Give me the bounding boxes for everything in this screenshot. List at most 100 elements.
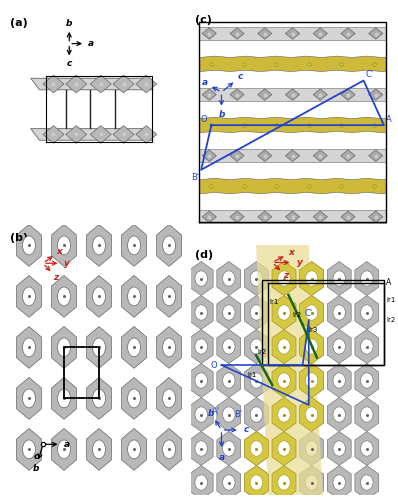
Circle shape bbox=[250, 475, 263, 490]
Polygon shape bbox=[189, 330, 213, 364]
Polygon shape bbox=[122, 224, 146, 266]
Polygon shape bbox=[244, 432, 268, 466]
Circle shape bbox=[23, 236, 35, 255]
Circle shape bbox=[250, 373, 263, 388]
Circle shape bbox=[305, 339, 318, 354]
Text: Ir2: Ir2 bbox=[386, 317, 395, 323]
Polygon shape bbox=[31, 128, 153, 140]
Polygon shape bbox=[369, 28, 383, 40]
Polygon shape bbox=[87, 276, 111, 318]
Polygon shape bbox=[300, 296, 324, 330]
Polygon shape bbox=[272, 466, 296, 500]
Polygon shape bbox=[355, 364, 379, 398]
Polygon shape bbox=[87, 428, 111, 470]
Circle shape bbox=[250, 271, 263, 286]
Circle shape bbox=[195, 407, 207, 422]
Polygon shape bbox=[122, 326, 146, 368]
Circle shape bbox=[305, 305, 318, 320]
Text: Ir1: Ir1 bbox=[386, 297, 395, 303]
Text: Ir1: Ir1 bbox=[269, 300, 279, 306]
Circle shape bbox=[163, 389, 176, 408]
Circle shape bbox=[195, 475, 207, 490]
Polygon shape bbox=[136, 75, 157, 93]
Circle shape bbox=[278, 441, 290, 456]
Polygon shape bbox=[244, 466, 268, 500]
Polygon shape bbox=[157, 378, 181, 420]
Polygon shape bbox=[189, 398, 213, 432]
Circle shape bbox=[195, 339, 207, 354]
Text: (b): (b) bbox=[10, 232, 28, 242]
Circle shape bbox=[333, 339, 345, 354]
Circle shape bbox=[195, 373, 207, 388]
Circle shape bbox=[250, 441, 263, 456]
Polygon shape bbox=[341, 211, 355, 222]
Circle shape bbox=[222, 271, 235, 286]
Polygon shape bbox=[217, 466, 241, 500]
Circle shape bbox=[278, 475, 290, 490]
Polygon shape bbox=[52, 276, 76, 318]
Circle shape bbox=[250, 339, 263, 354]
Text: y: y bbox=[297, 258, 302, 267]
Circle shape bbox=[278, 271, 290, 286]
Text: c: c bbox=[66, 59, 72, 68]
Polygon shape bbox=[66, 75, 87, 93]
Circle shape bbox=[278, 441, 290, 456]
Text: b: b bbox=[33, 464, 39, 473]
Circle shape bbox=[23, 287, 35, 306]
Polygon shape bbox=[157, 326, 181, 368]
Polygon shape bbox=[244, 398, 268, 432]
Polygon shape bbox=[313, 28, 328, 40]
Polygon shape bbox=[313, 89, 328, 101]
Text: z: z bbox=[283, 272, 289, 280]
Circle shape bbox=[305, 373, 318, 388]
Polygon shape bbox=[272, 262, 296, 296]
Polygon shape bbox=[272, 296, 296, 330]
Circle shape bbox=[361, 407, 373, 422]
Circle shape bbox=[250, 407, 263, 422]
Circle shape bbox=[361, 305, 373, 320]
Polygon shape bbox=[285, 211, 300, 222]
Circle shape bbox=[58, 338, 70, 357]
Polygon shape bbox=[189, 364, 213, 398]
Polygon shape bbox=[258, 211, 272, 222]
Polygon shape bbox=[300, 330, 324, 364]
Polygon shape bbox=[136, 126, 157, 143]
Circle shape bbox=[23, 440, 35, 459]
Polygon shape bbox=[300, 398, 324, 432]
Circle shape bbox=[305, 271, 318, 286]
Polygon shape bbox=[327, 296, 351, 330]
Polygon shape bbox=[285, 150, 300, 162]
Text: a: a bbox=[64, 440, 70, 449]
Polygon shape bbox=[327, 432, 351, 466]
Polygon shape bbox=[66, 126, 87, 143]
Polygon shape bbox=[285, 89, 300, 101]
Polygon shape bbox=[217, 364, 241, 398]
Polygon shape bbox=[189, 432, 213, 466]
Circle shape bbox=[278, 407, 290, 422]
Polygon shape bbox=[300, 296, 324, 330]
Polygon shape bbox=[272, 330, 296, 364]
Polygon shape bbox=[300, 466, 324, 500]
Polygon shape bbox=[369, 150, 383, 162]
Polygon shape bbox=[244, 296, 268, 330]
Polygon shape bbox=[355, 262, 379, 296]
Circle shape bbox=[58, 236, 70, 255]
Polygon shape bbox=[217, 398, 241, 432]
Polygon shape bbox=[87, 224, 111, 266]
Polygon shape bbox=[327, 466, 351, 500]
Circle shape bbox=[361, 475, 373, 490]
Polygon shape bbox=[122, 276, 146, 318]
Circle shape bbox=[163, 440, 176, 459]
Circle shape bbox=[128, 287, 140, 306]
Text: A: A bbox=[386, 115, 392, 124]
Polygon shape bbox=[113, 126, 134, 143]
Circle shape bbox=[23, 389, 35, 408]
Polygon shape bbox=[17, 326, 41, 368]
Circle shape bbox=[361, 271, 373, 286]
Polygon shape bbox=[230, 150, 244, 162]
Polygon shape bbox=[258, 89, 272, 101]
Text: O: O bbox=[211, 360, 217, 370]
Text: C': C' bbox=[305, 308, 313, 318]
Polygon shape bbox=[272, 296, 296, 330]
Polygon shape bbox=[272, 432, 296, 466]
